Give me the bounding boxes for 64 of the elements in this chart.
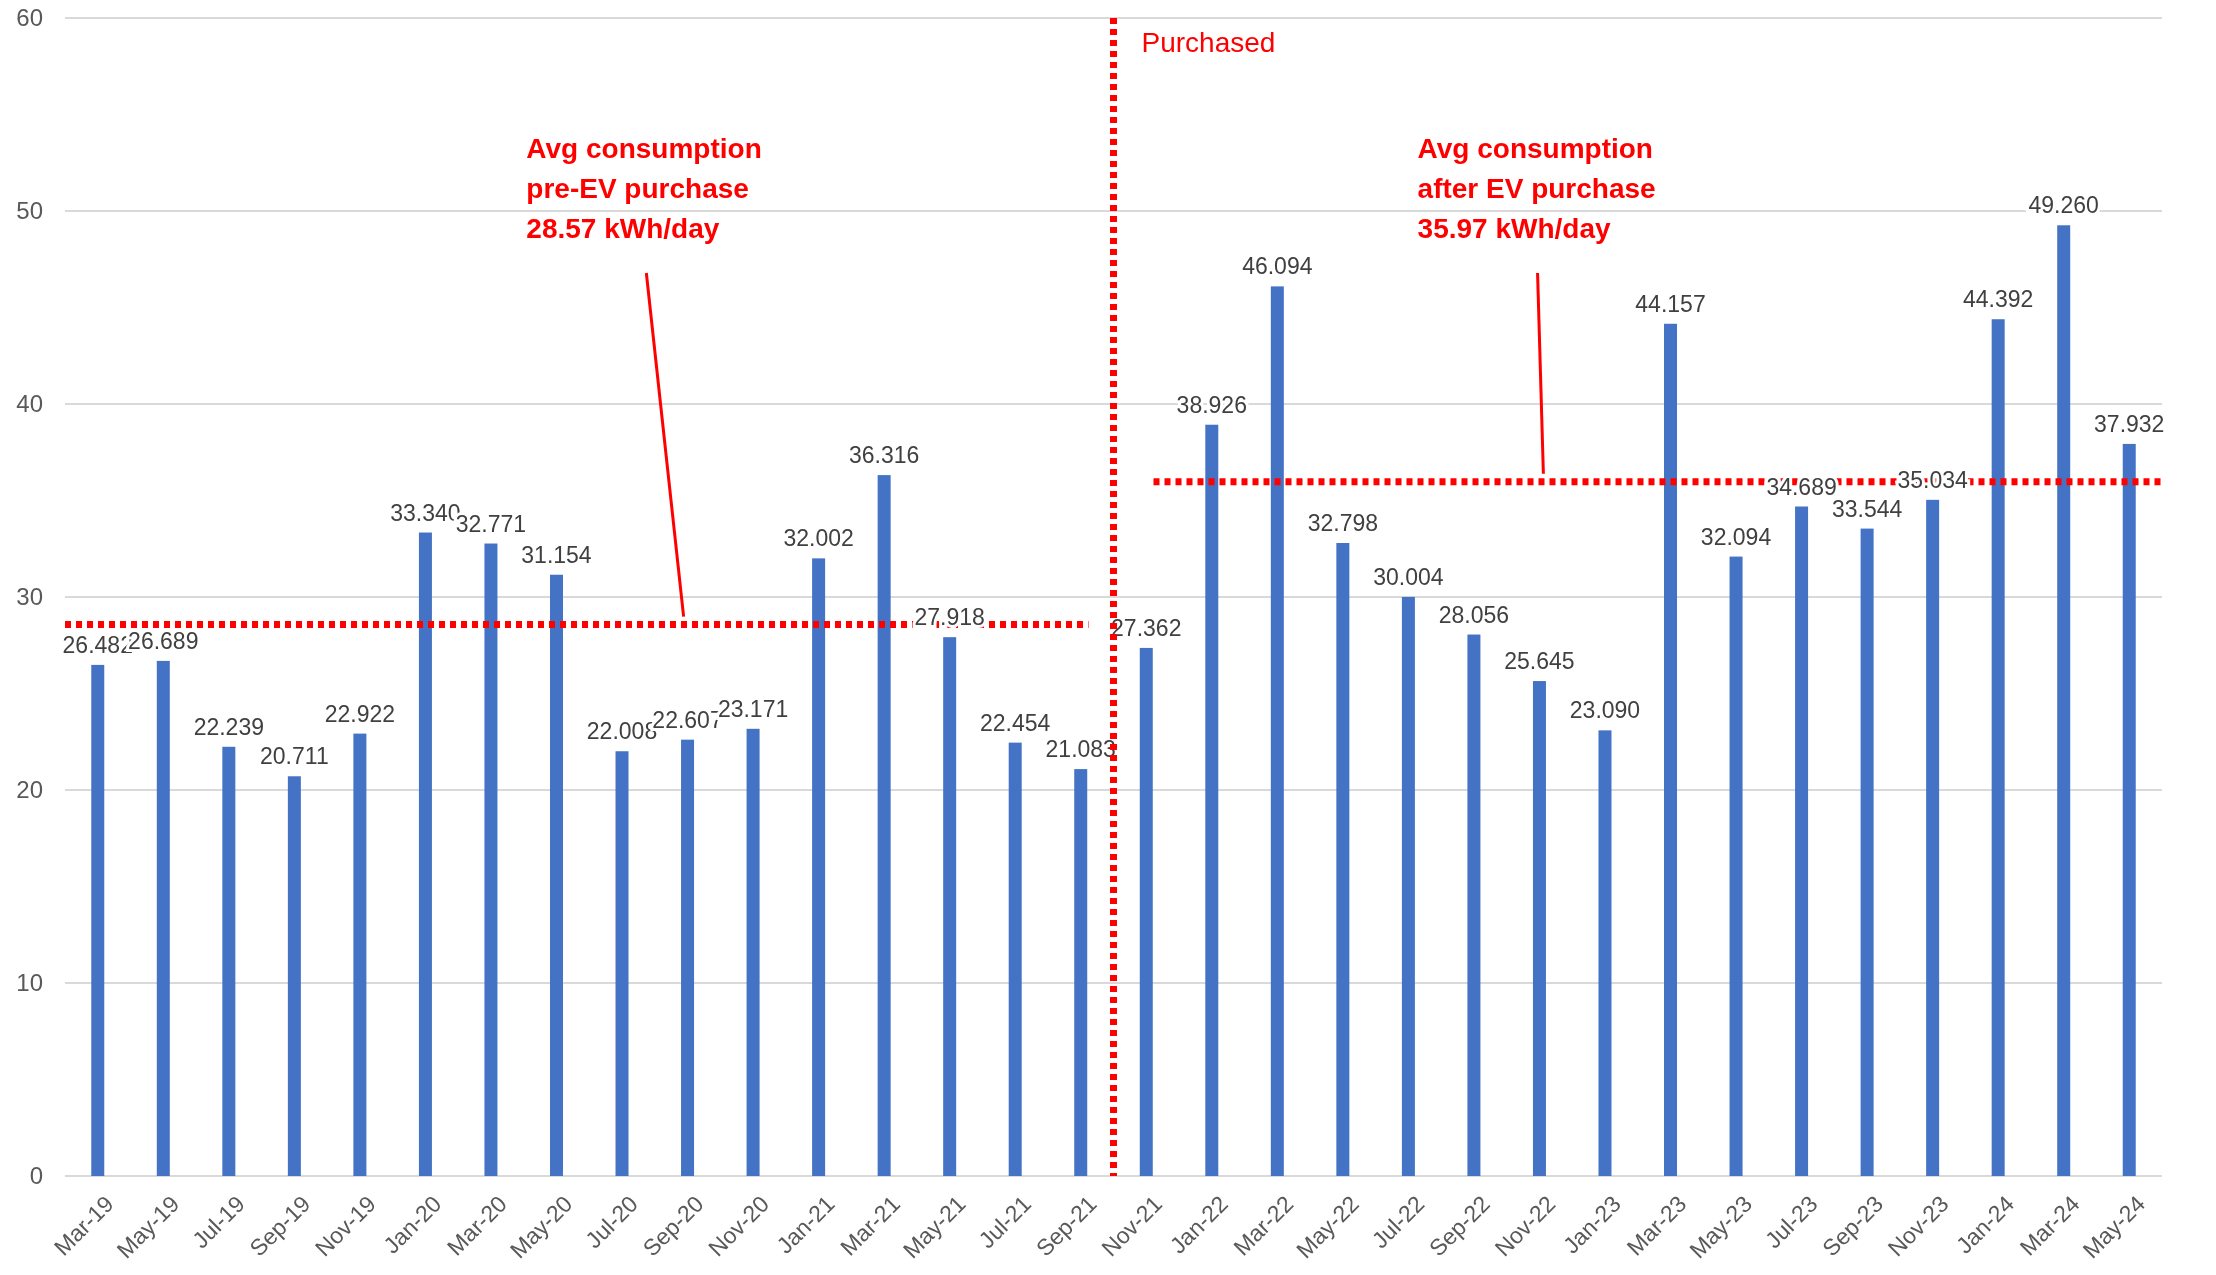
bar <box>1074 769 1088 1176</box>
data-label: 20.711 <box>260 743 329 770</box>
bar <box>1401 596 1415 1176</box>
data-label: 25.645 <box>1504 648 1575 675</box>
y-tick-label: 20 <box>16 776 43 804</box>
bar <box>156 660 170 1176</box>
ref-line-label: Avg consumption after EV purchase 35.97 kWh/day <box>1417 133 1656 244</box>
y-tick-label: 30 <box>16 583 43 611</box>
bar <box>1860 528 1874 1176</box>
bar <box>1139 647 1153 1176</box>
bar <box>943 637 957 1176</box>
data-label: 46.094 <box>1242 253 1313 280</box>
bar <box>353 733 367 1176</box>
data-label: 32.094 <box>1700 523 1772 550</box>
bar <box>1205 424 1219 1176</box>
bar <box>91 664 105 1176</box>
bar <box>1926 499 1940 1176</box>
bar <box>1467 634 1481 1176</box>
y-tick-label: 0 <box>29 1162 43 1190</box>
bar <box>2057 225 2071 1176</box>
y-tick-label: 40 <box>16 390 43 418</box>
bar <box>287 776 301 1176</box>
bar <box>1729 556 1743 1176</box>
data-label: 22.922 <box>324 700 396 727</box>
data-label: 22.239 <box>193 713 265 740</box>
data-label: 36.316 <box>848 442 920 469</box>
ref-line-label: Purchased <box>1141 27 1276 58</box>
bar <box>1532 681 1546 1176</box>
data-label: 27.362 <box>1111 614 1182 641</box>
data-label: 49.260 <box>2028 192 2099 219</box>
bar <box>549 574 563 1176</box>
bar <box>2122 443 2136 1176</box>
y-tick-label: 10 <box>16 969 43 997</box>
data-label: 38.926 <box>1176 391 1247 418</box>
data-label: 23.090 <box>1569 697 1641 724</box>
data-label: 22.454 <box>980 709 1051 736</box>
data-label: 30.004 <box>1373 563 1444 590</box>
bar <box>1008 742 1022 1176</box>
bar <box>1270 286 1284 1176</box>
bar <box>681 739 695 1176</box>
data-label: 32.002 <box>783 525 854 552</box>
data-label: 27.918 <box>914 604 985 631</box>
y-tick-label: 50 <box>16 197 43 225</box>
bar <box>615 751 629 1176</box>
data-label: 31.154 <box>521 541 592 568</box>
bar <box>222 746 236 1176</box>
bar <box>484 543 498 1176</box>
bar <box>1664 323 1678 1176</box>
data-label: 33.544 <box>1831 495 1903 522</box>
bar <box>877 475 891 1176</box>
bar <box>1795 506 1809 1176</box>
data-label: 44.157 <box>1635 290 1706 317</box>
y-tick-label: 60 <box>16 4 43 32</box>
bar <box>1598 730 1612 1176</box>
data-label: 44.392 <box>1962 286 2034 313</box>
ref-line-label: Avg consumption pre-EV purchase 28.57 kWh/day <box>526 133 762 244</box>
data-label: 28.056 <box>1438 601 1510 628</box>
bar <box>418 532 432 1176</box>
data-label: 32.798 <box>1307 510 1379 536</box>
bar <box>812 558 826 1176</box>
bar <box>1336 543 1350 1176</box>
data-label: 37.932 <box>2094 410 2165 437</box>
bar <box>1991 319 2005 1176</box>
bar <box>746 728 760 1176</box>
